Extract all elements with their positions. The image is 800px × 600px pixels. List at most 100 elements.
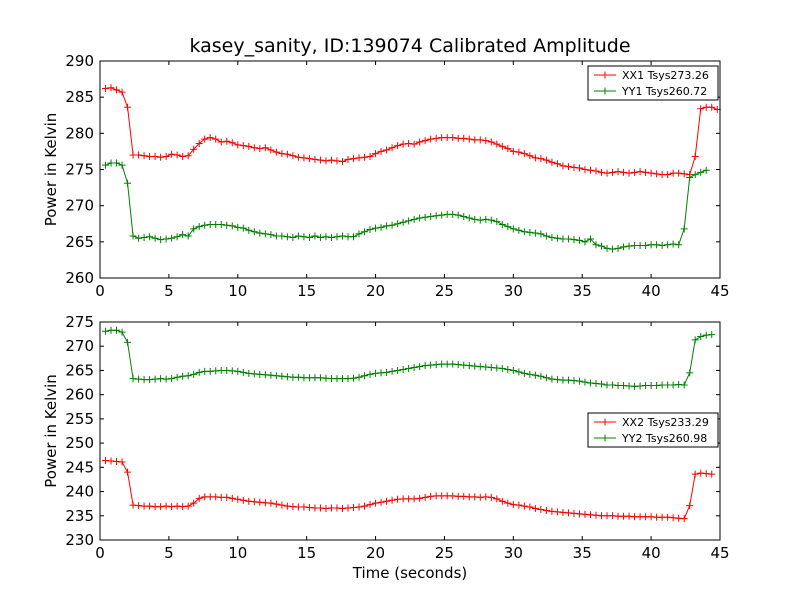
data-point (515, 368, 523, 376)
data-point (388, 144, 396, 152)
data-point (195, 368, 203, 376)
y-tick-label: 270 (65, 337, 94, 355)
data-point (498, 220, 506, 228)
data-point (487, 216, 495, 224)
data-point (372, 150, 380, 158)
y-tick-label: 285 (65, 88, 94, 106)
data-point (504, 145, 512, 153)
data-point (548, 233, 556, 241)
x-tick-label: 5 (164, 282, 174, 300)
data-point (642, 168, 650, 176)
data-point (372, 499, 380, 507)
data-point (432, 212, 440, 220)
data-point (399, 218, 407, 226)
data-point (537, 155, 545, 163)
data-point (664, 241, 672, 249)
data-point (316, 233, 324, 241)
data-point (333, 157, 341, 165)
data-point (520, 369, 528, 377)
data-point (272, 500, 280, 508)
legend: XX2 Tsys233.29 YY2 Tsys260.98 (587, 412, 719, 448)
data-point (454, 211, 462, 219)
data-point (234, 223, 242, 231)
data-point (256, 229, 264, 237)
data-point (294, 232, 302, 240)
data-point (377, 147, 385, 155)
data-point (493, 495, 501, 503)
data-point (239, 496, 247, 504)
data-point (460, 213, 468, 221)
data-point (267, 146, 275, 154)
data-point (355, 154, 363, 162)
data-point (493, 140, 501, 148)
data-point (234, 495, 242, 503)
data-point (267, 499, 275, 507)
data-point (410, 215, 418, 223)
data-point (399, 140, 407, 148)
data-point (509, 147, 517, 155)
data-point (190, 370, 198, 378)
x-tick-label: 35 (573, 544, 592, 562)
data-point (223, 493, 231, 501)
data-point (493, 218, 501, 226)
data-point (300, 154, 308, 162)
data-point (586, 235, 594, 243)
data-point (691, 171, 699, 179)
data-point (691, 152, 699, 160)
data-point (531, 154, 539, 162)
data-point (598, 380, 606, 388)
data-point (598, 168, 606, 176)
x-tick-label: 35 (573, 282, 592, 300)
data-point (113, 86, 121, 94)
data-point (603, 169, 611, 177)
data-point (504, 365, 512, 373)
data-point (410, 140, 418, 148)
y-tick-label: 275 (65, 161, 94, 179)
data-point (405, 365, 413, 373)
data-point (140, 152, 148, 160)
data-point (609, 168, 617, 176)
data-point (416, 494, 424, 502)
data-point (383, 146, 391, 154)
data-point (283, 233, 291, 241)
data-point (537, 505, 545, 513)
y-tick-label: 240 (65, 483, 94, 501)
data-point (636, 168, 644, 176)
data-point (410, 364, 418, 372)
data-point (190, 145, 198, 153)
data-point (383, 368, 391, 376)
data-point (592, 241, 600, 249)
data-point (702, 166, 710, 174)
y-tick-label: 290 (65, 52, 94, 70)
axes-frame (99, 321, 721, 541)
data-point (542, 232, 550, 240)
data-point (195, 494, 203, 502)
x-tick-label: 45 (710, 544, 729, 562)
x-tick-label: 45 (710, 282, 729, 300)
x-tick-label: 10 (228, 282, 247, 300)
legend-label: YY2 Tsys260.98 (621, 432, 707, 445)
data-point (239, 142, 247, 150)
data-point (482, 137, 490, 145)
data-point (135, 151, 143, 159)
data-point (289, 233, 297, 241)
data-point (272, 148, 280, 156)
y-tick-label: 260 (65, 386, 94, 404)
data-point (686, 369, 694, 377)
data-point (548, 158, 556, 166)
data-point (239, 224, 247, 232)
x-tick-label: 40 (642, 544, 661, 562)
data-point (118, 161, 126, 169)
data-point (124, 468, 132, 476)
data-point (327, 233, 335, 241)
data-point (162, 152, 170, 160)
data-point (537, 372, 545, 380)
data-point (471, 215, 479, 223)
data-point (124, 103, 132, 111)
data-point (173, 233, 181, 241)
data-point (642, 241, 650, 249)
data-point (355, 373, 363, 381)
data-point (179, 152, 187, 160)
data-point (140, 233, 148, 241)
